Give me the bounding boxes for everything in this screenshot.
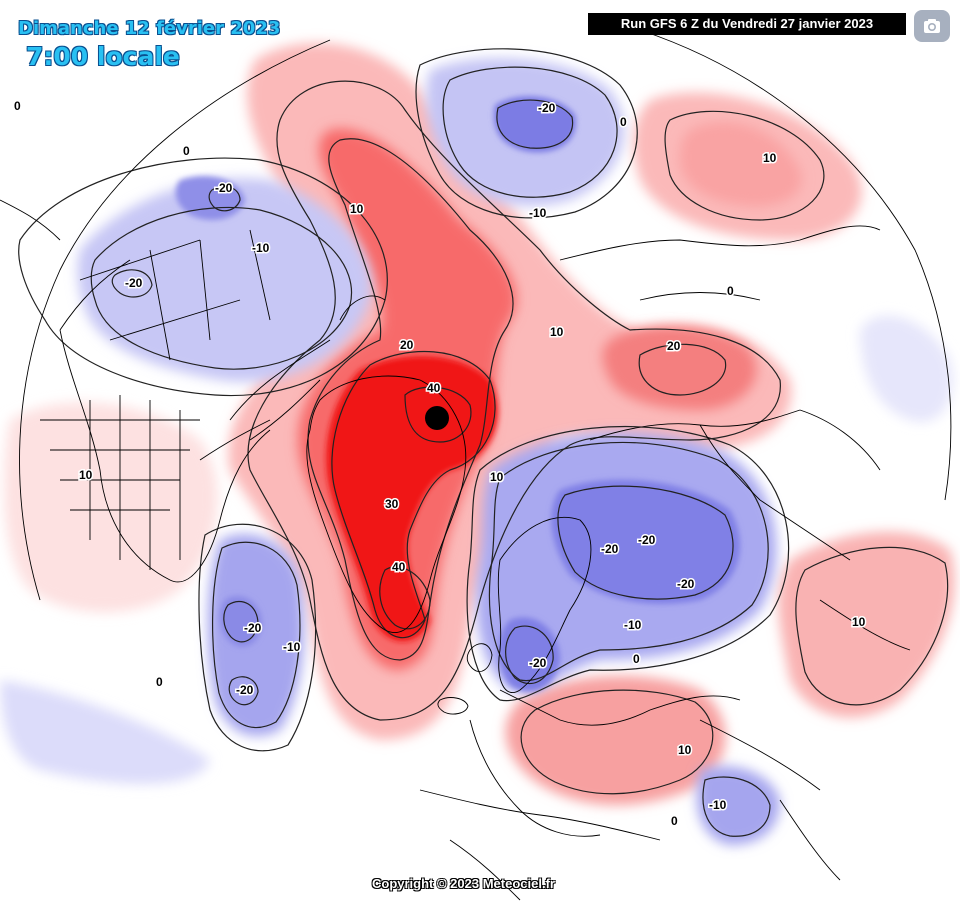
canadian-archipelago [199,295,386,461]
contour-minus20-atlantic-b [228,676,259,706]
usa-states-grid [40,395,200,570]
canada-provinces-grid [79,229,271,361]
label-10-asia-ne: 10 [763,151,777,165]
land-outlines [0,29,952,901]
label-minus20-canada-ne: -20 [215,181,233,195]
iceland [437,697,469,715]
label-10-usa: 10 [79,468,93,482]
contour-40-pole [404,386,472,443]
cold-anomaly-fields [0,58,953,845]
label-minus10-middle-east: -10 [709,798,727,812]
label-minus10-siberia: -10 [529,206,547,220]
contour-lines [18,48,949,837]
label-minus20-europe-e2: -20 [638,533,656,547]
contour-minus20-atlantic [223,600,259,643]
british-isles [466,643,493,672]
warm-field-pole-max [326,356,498,642]
cold-field-atlantic-core [220,596,262,647]
label-0-greenland-w: 0 [14,99,21,113]
contour-minus20-canada-ne [208,185,241,212]
label-40-greenland: 40 [392,560,406,574]
screenshot-button[interactable] [914,10,950,42]
label-minus20-europe-e1: -20 [601,542,619,556]
warm-field-usa [4,402,218,613]
label-minus10-atlantic: -10 [283,640,301,654]
scandinavia-outline [497,516,592,693]
siberia-coast [559,225,881,301]
cold-field-canada [77,178,372,382]
asia-borders [699,499,911,881]
warm-field-russia-n [602,326,757,410]
contour-minus10-europe [488,441,769,682]
label-minus10-europe: -10 [624,618,642,632]
contour-minus10-siberia [442,66,618,198]
forecast-date-title: Dimanche 12 février 2023 [18,18,281,39]
label-minus20-russia-w: -20 [677,577,695,591]
camera-icon [924,19,940,33]
label-10-barents: 10 [490,470,504,484]
label-minus10-canada: -10 [252,241,270,255]
contour-20-arctic [307,138,514,661]
model-run-banner: Run GFS 6 Z du Vendredi 27 janvier 2023 [588,13,906,35]
contour-30-arctic [331,350,496,639]
contour-minus20-scandinavia [505,625,554,684]
label-0-europe-s: 0 [633,652,640,666]
label-10-asia-c: 10 [852,615,866,629]
warm-anomaly-fields [4,43,955,805]
contour-0-europe [466,426,790,702]
contour-minus10-middle-east [702,776,771,837]
cold-field-pacific-s [0,680,210,784]
latitude-circle-outer [19,29,952,601]
contour-10-asia-c [795,546,949,706]
contour-20-russia-n [638,343,727,396]
label-0-africa-n: 0 [671,814,678,828]
contour-0-atlantic [198,523,317,752]
label-minus20-canada: -20 [125,276,143,290]
russia-coast [589,409,881,501]
label-10-mediterranean: 10 [678,743,692,757]
label-10-kara: 10 [550,325,564,339]
warm-field-mediterranean [505,676,726,805]
contour-minus20-canada [111,269,153,298]
contour-minus20-siberia [496,99,574,149]
label-20-russia-n: 20 [667,339,681,353]
label-minus20-siberia-n: -20 [538,101,556,115]
warm-field-asia-c [778,531,955,718]
label-10-beaufort: 10 [350,202,364,216]
cold-field-europe-core [551,479,740,604]
north-pole-marker [425,406,449,430]
contour-10-asia-ne [664,110,825,221]
europe-coast [469,689,741,837]
label-minus20-atlantic-2: -20 [236,683,254,697]
contour-minus10-atlantic [211,541,301,728]
warm-field-asia-ne-mid [680,122,802,207]
label-0-atlantic-w: 0 [156,675,163,689]
cold-field-asia-east [860,315,953,422]
label-30-greenland: 30 [385,497,399,511]
contour-10-mediterranean [520,689,714,795]
label-minus20-atlantic-1: -20 [244,621,262,635]
contour-0-siberia [415,48,638,219]
label-0-siberia: 0 [620,115,627,129]
greenland-outline [306,375,467,633]
label-20-arctic: 20 [400,338,414,352]
copyright-notice: Copyright © 2023 Meteociel.fr [372,876,555,891]
contour-10-arctic [247,80,781,721]
contour-0-canada [18,157,388,397]
contour-minus10-canada [90,206,353,370]
label-minus20-scandinavia: -20 [529,656,547,670]
cold-field-siberia-core [494,96,576,153]
contour-minus20-europe [557,485,734,600]
label-40-pole: 40 [427,381,441,395]
label-0-canada-n: 0 [183,144,190,158]
contour-40-greenland [379,566,431,630]
cold-field-middle-east [696,766,780,845]
contour-label-layer: 0 0 -20 -10 -20 10 -20 0 -10 10 0 10 20 … [13,98,868,830]
label-0-asia-e: 0 [727,284,734,298]
forecast-time-title: 7:00 locale [26,42,180,71]
cold-field-scandinavia [498,617,560,692]
africa-north [419,789,661,901]
